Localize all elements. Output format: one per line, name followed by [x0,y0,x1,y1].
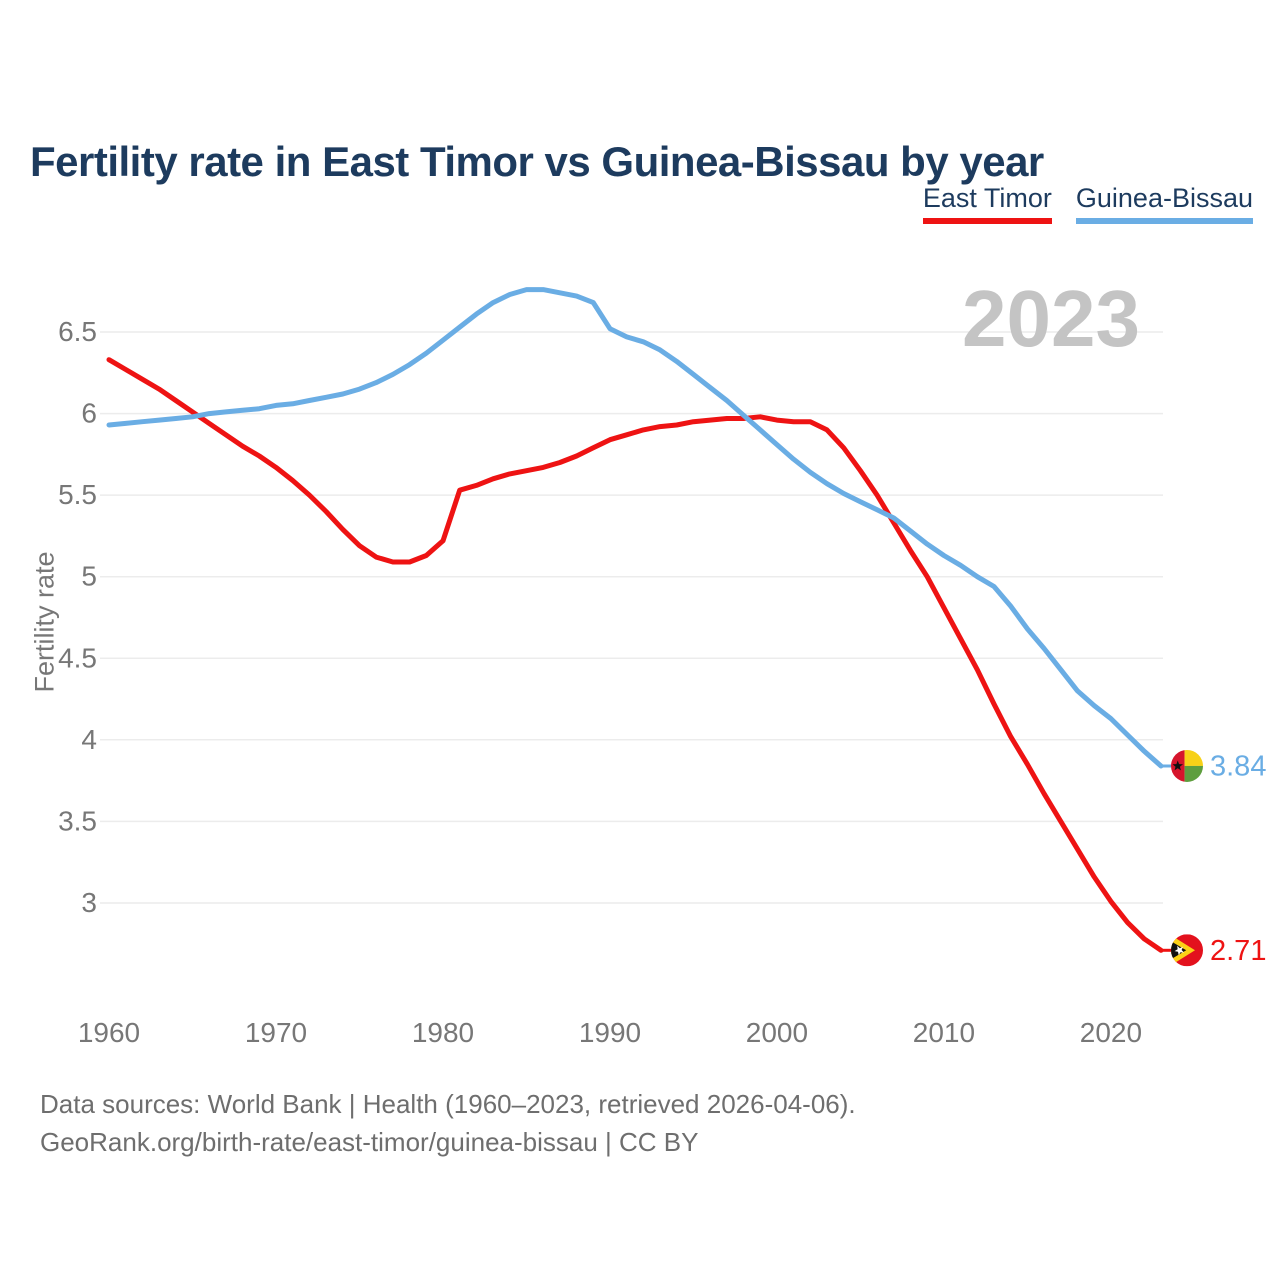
footer-sources-line: Data sources: World Bank | Health (1960–… [40,1089,856,1119]
gridlines [100,331,1163,904]
endpoint-flags [1171,749,1203,967]
y-tick-3.5: 3.5 [58,805,97,836]
legend-swatch-east-timor [922,218,1052,224]
x-tick-2020: 2020 [1080,1017,1142,1048]
y-tick-4.5: 4.5 [58,642,97,673]
series-lines [106,287,1171,953]
x-tick-1960: 1960 [78,1017,140,1048]
y-tick-6.5: 6.5 [58,316,97,347]
legend-label-guinea-bissau: Guinea-Bissau [1075,183,1253,213]
legend-label-east-timor: East Timor [922,183,1052,213]
x-tick-1980: 1980 [412,1017,474,1048]
flag-east-timor [1171,934,1203,967]
y-tick-3: 3 [81,887,97,918]
endpoint-value-labels: 2.71 3.84 [1210,751,1266,967]
y-axis-title: Fertility rate [29,551,60,693]
y-tick-5.5: 5.5 [58,479,97,510]
x-tick-2000: 2000 [746,1017,808,1048]
x-tick-2010: 2010 [913,1017,975,1048]
legend-item-east-timor[interactable]: East Timor [922,183,1052,224]
footer-attribution-line: GeoRank.org/birth-rate/east-timor/guinea… [40,1126,699,1157]
x-tick-1970: 1970 [245,1017,307,1048]
x-tick-1990: 1990 [579,1017,641,1048]
footer: Data sources: World Bank | Health (1960–… [40,1086,856,1161]
series-line-guinea-bissau [106,287,1164,769]
end-label-guinea-bissau: 3.84 [1210,751,1266,783]
flag-guinea-bissau [1171,749,1203,782]
end-label-east-timor: 2.71 [1210,935,1266,967]
legend-swatch-guinea-bissau [1075,218,1253,224]
watermark-year: 2023 [962,274,1140,363]
y-tick-4: 4 [81,724,97,755]
page-title: Fertility rate in East Timor vs Guinea-B… [30,138,1044,186]
axis-tick-labels: 3 3.5 4 4.5 5 5.5 6 6.5 1960 1970 1980 1990 2000 2010… [58,316,1142,1048]
series-line-east-timor [106,357,1164,953]
legend: East Timor Guinea-Bissau [922,183,1253,224]
y-tick-5: 5 [81,561,97,592]
legend-item-guinea-bissau[interactable]: Guinea-Bissau [1075,183,1253,224]
y-tick-6: 6 [81,398,97,429]
